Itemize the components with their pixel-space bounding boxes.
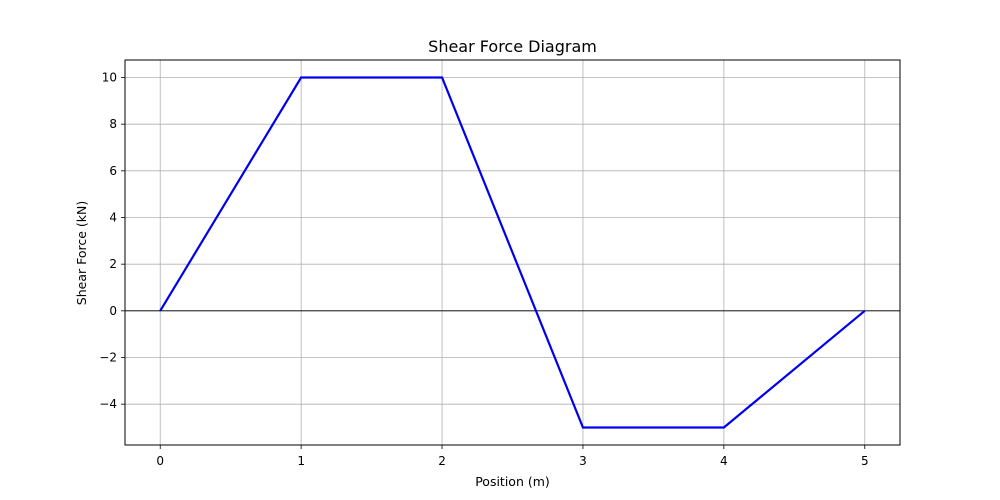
y-axis-label: Shear Force (kN) xyxy=(74,201,89,305)
x-tick-label: 3 xyxy=(579,454,587,468)
x-tick-label: 1 xyxy=(297,454,305,468)
x-tick-label: 2 xyxy=(438,454,446,468)
chart-title: Shear Force Diagram xyxy=(428,37,597,56)
x-tick-label: 4 xyxy=(720,454,728,468)
y-tick-label: 4 xyxy=(109,211,117,225)
y-tick-label: 0 xyxy=(109,304,117,318)
y-tick-label: 2 xyxy=(109,257,117,271)
y-tick-label: 10 xyxy=(102,71,117,85)
series-layer xyxy=(159,76,866,429)
y-tick-label: −4 xyxy=(99,397,117,411)
y-tick-label: 8 xyxy=(109,117,117,131)
x-tick-label: 5 xyxy=(861,454,869,468)
y-axis-ticks: −4 −2 0 2 4 6 8 10 xyxy=(99,71,125,411)
grid xyxy=(125,60,900,445)
y-tick-label: 6 xyxy=(109,164,117,178)
x-tick-label: 0 xyxy=(156,454,164,468)
x-axis-ticks: 0 1 2 3 4 5 xyxy=(156,445,869,468)
x-axis-label: Position (m) xyxy=(475,474,550,489)
plot-frame xyxy=(124,59,901,446)
y-tick-label: −2 xyxy=(99,351,117,365)
shear-force-line xyxy=(159,76,866,429)
